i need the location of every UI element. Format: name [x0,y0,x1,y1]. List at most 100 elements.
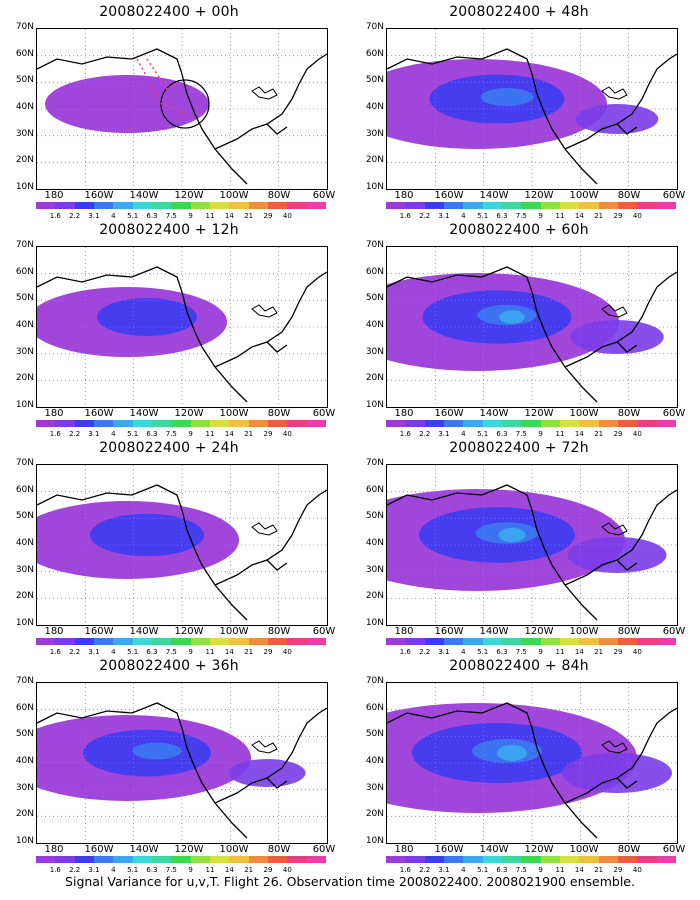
colorbar-swatch [287,202,307,209]
latitude-label: 10N [365,618,384,628]
flight-track [136,58,188,115]
colorbar-swatch [405,638,425,645]
panel-title: 2008022400 + 72h [449,440,589,456]
colorbar-swatch [424,638,444,645]
latitude-label: 40N [365,320,384,330]
colorbar-value: 11 [555,430,565,438]
longitude-label: 60W [312,844,336,855]
longitude-label: 120W [174,190,204,201]
colorbar-swatch [405,420,425,427]
colorbar-swatch [559,420,580,427]
colorbar-value: 21 [244,866,254,874]
latitude-label: 50N [365,511,384,522]
colorbar-swatch [617,856,638,863]
variance-contour [562,753,672,793]
colorbar-value: 2.2 [419,866,431,874]
colorbar [386,202,676,209]
colorbar-swatch [540,202,560,209]
colorbar [36,420,326,427]
panel-title: 2008022400 + 36h [99,658,239,674]
longitude-label: 120W [524,190,554,201]
longitude-label: 120W [524,844,554,855]
map-panel: 2008022400 + 60h 70N 60N 50N 40N 30N 20N 10N 180… [354,220,686,438]
figure-caption: Signal Variance for u,v,T. Flight 26. Ob… [65,874,635,889]
colorbar-value: 14 [224,430,234,438]
longitude-label: 60W [312,190,336,201]
colorbar-value: 3.1 [438,430,450,438]
variance-contour [45,75,209,133]
variance-contour [567,537,667,573]
colorbar-swatch [267,420,288,427]
colorbar-value: 11 [555,648,565,656]
colorbar-swatch [113,856,133,863]
colorbar-value: 7.5 [165,866,177,874]
colorbar-swatch [482,420,502,427]
colorbar-swatch [36,420,56,427]
longitude-label: 60W [662,626,686,637]
colorbar-swatch [36,856,56,863]
colorbar-swatch [171,638,191,645]
colorbar-swatch [287,420,307,427]
longitude-label: 140W [479,408,509,419]
longitude-label: 80W [617,626,641,637]
latitude-label: 70N [365,676,384,686]
variance-contour [228,759,306,787]
colorbar-value: 14 [224,648,234,656]
colorbar-value: 3.1 [438,866,450,874]
map-panel: 2008022400 + 48h 70N 60N 50N 40N 30N 20N 10N 180… [354,2,686,220]
longitude-label: 100W [219,844,249,855]
coastline [37,48,327,185]
colorbar-swatch [248,202,268,209]
colorbar-swatch [55,638,75,645]
colorbar-value: 4 [461,212,466,220]
colorbar-value: 7.5 [515,866,527,874]
colorbar-swatch [521,202,541,209]
colorbar-swatch [463,856,483,863]
latitude-label: 50N [15,729,34,740]
colorbar-swatch [306,420,326,427]
colorbar-swatch [209,856,230,863]
variance-contour [499,310,525,324]
colorbar-swatch [617,638,638,645]
colorbar-value: 14 [224,212,234,220]
colorbar-value: 40 [632,212,642,220]
colorbar-value: 4 [461,866,466,874]
colorbar-value: 14 [574,212,584,220]
colorbar-value: 7.5 [165,212,177,220]
colorbar-swatch [405,856,425,863]
colorbar-swatch [55,202,75,209]
colorbar-value: 3.1 [88,866,100,874]
colorbar-swatch [617,420,638,427]
lakes [251,86,278,100]
map-panel: 2008022400 + 24h 70N 60N 50N 40N 30N 20N 10N 180… [4,438,336,656]
panel-title: 2008022400 + 12h [99,222,239,238]
colorbar-value: 29 [263,866,273,874]
colorbar-swatch [229,202,249,209]
colorbar-swatch [540,638,560,645]
latitude-label: 30N [365,564,384,575]
colorbar [36,856,326,863]
colorbar-swatch [501,856,522,863]
latitude-label: 30N [15,128,34,139]
colorbar-value: 9 [538,430,543,438]
longitude-label: 60W [662,190,686,201]
colorbar-value: 3.1 [88,648,100,656]
colorbar-swatch [267,856,288,863]
colorbar-value: 21 [244,212,254,220]
variance-contour [480,88,534,106]
colorbar-swatch [209,420,230,427]
colorbar-value: 29 [263,212,273,220]
colorbar [386,638,676,645]
coastline [387,266,677,403]
latitude-label: 20N [15,373,34,384]
longitude-label: 80W [617,190,641,201]
latitude-label: 10N [15,618,34,628]
colorbar-swatch [74,202,94,209]
map-panel: 2008022400 + 36h 70N 60N 50N 40N 30N 20N 10N 180… [4,656,336,874]
panel-title: 2008022400 + 48h [449,4,589,20]
map-panel: 2008022400 + 00h 70N 60N 50N 40N 30N 20N 10N 180… [4,2,336,220]
colorbar-value: 6.3 [496,430,508,438]
colorbar-swatch [132,202,152,209]
longitude-label: 80W [617,844,641,855]
colorbar-value: 5.1 [477,430,489,438]
